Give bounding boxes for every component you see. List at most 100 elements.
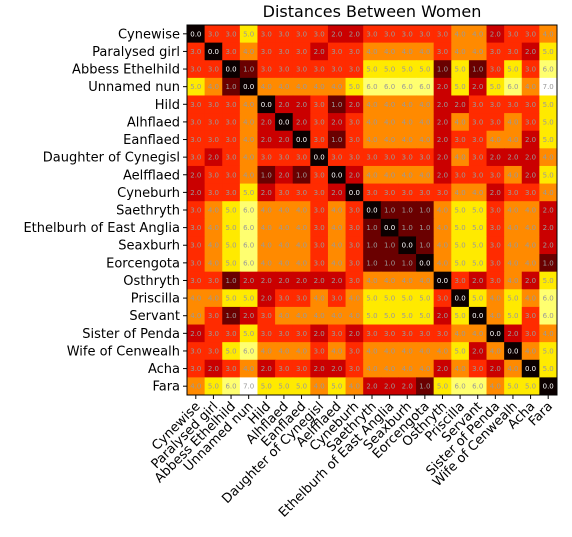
heatmap-cell <box>204 377 223 396</box>
heatmap-cell <box>363 77 382 96</box>
cell-value-label: 4.0 <box>261 207 272 215</box>
y-tick-label: Osthryth <box>123 274 180 289</box>
cell-value-label: 4.0 <box>331 347 342 355</box>
cell-value-label: 2.0 <box>490 30 501 38</box>
cell-value-label: 2.0 <box>543 242 554 250</box>
cell-value-label: 3.0 <box>208 101 219 109</box>
heatmap-cell <box>539 377 558 396</box>
cell-value-label: 2.0 <box>472 347 483 355</box>
heatmap-cell <box>327 95 347 114</box>
heatmap-cell <box>310 324 329 343</box>
heatmap-cell <box>468 218 488 237</box>
cell-value-label: 3.0 <box>437 189 448 197</box>
heatmap-cell <box>204 218 223 237</box>
cell-value-label: 3.0 <box>437 330 448 338</box>
heatmap-cell <box>204 95 223 114</box>
cell-value-label: 2.0 <box>314 330 325 338</box>
cell-value-label: 4.0 <box>384 118 395 126</box>
cell-value-label: 4.0 <box>243 118 254 126</box>
cell-value-label: 3.0 <box>314 101 325 109</box>
cell-value-label: 3.0 <box>314 171 325 179</box>
cell-value-label: 3.0 <box>349 242 360 250</box>
heatmap-cell <box>310 113 329 132</box>
cell-value-label: 4.0 <box>314 295 325 303</box>
cell-value-label: 4.0 <box>419 101 430 109</box>
cell-value-label: 4.0 <box>384 101 395 109</box>
y-tick-label: Eorcengota <box>106 256 180 271</box>
cell-value-label: 3.0 <box>208 330 219 338</box>
heatmap-cell <box>433 201 452 220</box>
heatmap-cell <box>345 254 364 273</box>
heatmap-cell <box>257 95 276 114</box>
cell-value-label: 3.0 <box>190 118 201 126</box>
cell-value-label: 1.0 <box>419 224 430 232</box>
cell-value-label: 4.0 <box>455 154 466 162</box>
cell-value-label: 3.0 <box>366 30 377 38</box>
heatmap-cells <box>187 25 558 396</box>
heatmap-cell <box>187 95 206 114</box>
y-tick-label: Cynewise <box>118 27 180 42</box>
heatmap-cell <box>239 25 258 44</box>
cell-value-label: 2.0 <box>243 312 254 320</box>
heatmap-cell <box>380 130 399 149</box>
heatmap-cell <box>187 25 206 44</box>
heatmap-cell <box>416 165 435 185</box>
heatmap-cell <box>416 95 435 114</box>
heatmap-cell <box>257 342 276 361</box>
heatmap-cell <box>468 148 488 167</box>
heatmap-cell <box>204 148 223 167</box>
cell-value-label: 3.0 <box>455 136 466 144</box>
cell-value-label: 4.0 <box>402 171 413 179</box>
heatmap-cell <box>539 359 558 378</box>
heatmap-cell <box>451 236 470 255</box>
heatmap-cell <box>416 25 435 44</box>
heatmap-cell <box>257 324 276 343</box>
cell-value-label: 2.0 <box>261 365 272 373</box>
heatmap-cell <box>486 306 505 326</box>
heatmap-cell <box>222 77 241 96</box>
cell-value-label: 3.0 <box>349 48 360 56</box>
heatmap-cell <box>398 254 417 273</box>
cell-value-label: 3.0 <box>314 66 325 74</box>
cell-value-label: 5.0 <box>243 330 254 338</box>
heatmap-cell <box>310 377 329 396</box>
cell-value-label: 4.0 <box>507 136 518 144</box>
heatmap-cell <box>222 218 241 237</box>
heatmap-cell <box>539 289 558 308</box>
heatmap-cell <box>398 218 417 237</box>
cell-value-label: 0.0 <box>437 277 448 285</box>
heatmap-cell <box>292 201 311 220</box>
cell-value-label: 3.0 <box>525 312 536 320</box>
cell-value-label: 3.0 <box>278 30 289 38</box>
heatmap-cell <box>539 218 558 237</box>
heatmap-cell <box>187 306 206 326</box>
cell-value-label: 2.0 <box>490 365 501 373</box>
cell-value-label: 6.0 <box>419 83 430 91</box>
cell-value-label: 4.0 <box>507 118 518 126</box>
cell-value-label: 5.0 <box>507 383 518 391</box>
heatmap-cell <box>345 25 364 44</box>
heatmap-cell <box>363 271 382 290</box>
heatmap-cell <box>504 42 523 61</box>
heatmap-cell <box>187 377 206 396</box>
cell-value-label: 3.0 <box>402 30 413 38</box>
heatmap-cell <box>451 289 470 308</box>
heatmap-cell <box>521 236 540 255</box>
heatmap-cell <box>504 165 523 185</box>
cell-value-label: 1.0 <box>419 383 430 391</box>
heatmap-cell <box>327 113 347 132</box>
heatmap-cell <box>257 60 276 79</box>
heatmap-cell <box>345 324 364 343</box>
cell-value-label: 2.0 <box>490 154 501 162</box>
cell-value-label: 3.0 <box>366 330 377 338</box>
heatmap-cell <box>521 324 540 343</box>
heatmap-cell <box>521 77 540 96</box>
heatmap-cell <box>310 271 329 290</box>
cell-value-label: 3.0 <box>331 48 342 56</box>
heatmap-cell <box>239 271 258 290</box>
cell-value-label: 3.0 <box>208 30 219 38</box>
cell-value-label: 5.0 <box>543 347 554 355</box>
cell-value-label: 3.0 <box>190 66 201 74</box>
heatmap-cell <box>275 306 294 326</box>
heatmap-cell <box>292 324 311 343</box>
